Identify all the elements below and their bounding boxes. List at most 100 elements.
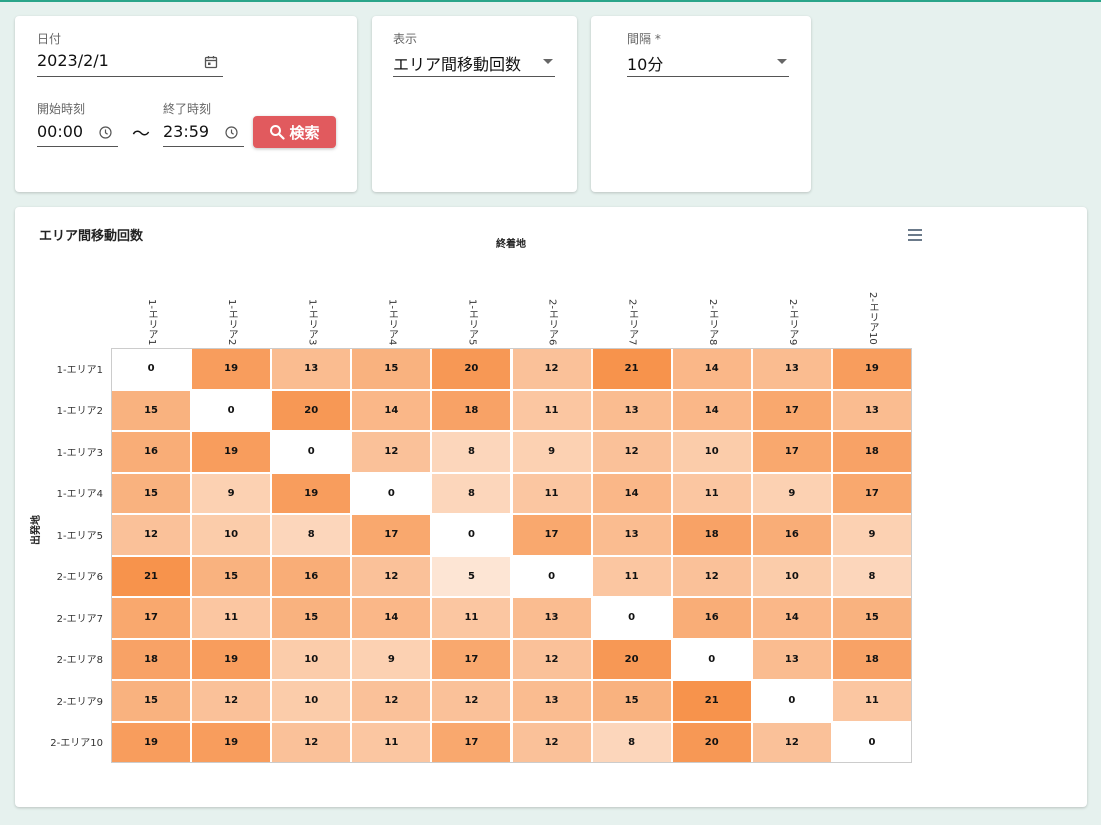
heatmap-cell[interactable]: 11 <box>511 389 592 431</box>
heatmap-cell[interactable]: 13 <box>511 680 592 722</box>
heatmap-cell[interactable]: 11 <box>431 597 512 639</box>
heatmap-cell[interactable]: 10 <box>751 555 832 597</box>
heatmap-cell[interactable]: 0 <box>191 389 272 431</box>
heatmap-cell[interactable]: 9 <box>511 431 592 473</box>
heatmap-cell[interactable]: 10 <box>671 431 752 473</box>
heatmap-cell[interactable]: 13 <box>591 389 672 431</box>
heatmap-cell[interactable]: 11 <box>671 472 752 514</box>
heatmap-cell[interactable]: 14 <box>351 389 432 431</box>
heatmap-cell[interactable]: 0 <box>751 680 832 722</box>
end-time-input[interactable]: 23:59 <box>163 122 210 141</box>
heatmap-cell[interactable]: 0 <box>111 348 192 390</box>
display-select[interactable]: エリア間移動回数 <box>393 55 522 74</box>
heatmap-cell[interactable]: 17 <box>511 514 592 556</box>
heatmap-cell[interactable]: 10 <box>271 638 352 680</box>
start-time-input[interactable]: 00:00 <box>37 122 84 141</box>
heatmap-cell[interactable]: 19 <box>191 431 272 473</box>
heatmap-cell[interactable]: 19 <box>111 721 192 763</box>
heatmap-cell[interactable]: 16 <box>111 431 192 473</box>
heatmap-cell[interactable]: 10 <box>271 680 352 722</box>
heatmap-cell[interactable]: 12 <box>351 555 432 597</box>
heatmap-cell[interactable]: 11 <box>191 597 272 639</box>
search-button[interactable]: 検索 <box>253 116 336 148</box>
heatmap-cell[interactable]: 17 <box>751 389 832 431</box>
heatmap-cell[interactable]: 20 <box>671 721 752 763</box>
heatmap-cell[interactable]: 18 <box>671 514 752 556</box>
heatmap-cell[interactable]: 12 <box>591 431 672 473</box>
heatmap-cell[interactable]: 15 <box>111 389 192 431</box>
heatmap-cell[interactable]: 10 <box>191 514 272 556</box>
heatmap-cell[interactable]: 14 <box>671 348 752 390</box>
heatmap-cell[interactable]: 9 <box>751 472 832 514</box>
heatmap-cell[interactable]: 9 <box>191 472 272 514</box>
heatmap-cell[interactable]: 12 <box>511 721 592 763</box>
heatmap-cell[interactable]: 18 <box>111 638 192 680</box>
heatmap-cell[interactable]: 12 <box>511 348 592 390</box>
heatmap-cell[interactable]: 17 <box>431 638 512 680</box>
heatmap-cell[interactable]: 13 <box>751 638 832 680</box>
heatmap-cell[interactable]: 17 <box>431 721 512 763</box>
heatmap-cell[interactable]: 0 <box>831 721 912 763</box>
heatmap-cell[interactable]: 13 <box>591 514 672 556</box>
heatmap-cell[interactable]: 13 <box>831 389 912 431</box>
date-input[interactable]: 2023/2/1 <box>37 51 109 70</box>
heatmap-cell[interactable]: 19 <box>191 638 272 680</box>
heatmap-cell[interactable]: 19 <box>831 348 912 390</box>
heatmap-cell[interactable]: 12 <box>431 680 512 722</box>
heatmap-cell[interactable]: 15 <box>351 348 432 390</box>
heatmap-cell[interactable]: 8 <box>591 721 672 763</box>
heatmap-cell[interactable]: 8 <box>431 472 512 514</box>
heatmap-cell[interactable]: 11 <box>591 555 672 597</box>
heatmap-cell[interactable]: 15 <box>111 680 192 722</box>
heatmap-cell[interactable]: 17 <box>111 597 192 639</box>
heatmap-cell[interactable]: 12 <box>671 555 752 597</box>
heatmap-cell[interactable]: 0 <box>511 555 592 597</box>
heatmap-cell[interactable]: 14 <box>591 472 672 514</box>
heatmap-cell[interactable]: 19 <box>191 721 272 763</box>
heatmap-cell[interactable]: 13 <box>751 348 832 390</box>
heatmap-cell[interactable]: 0 <box>351 472 432 514</box>
heatmap-cell[interactable]: 8 <box>431 431 512 473</box>
clock-icon[interactable] <box>99 126 112 139</box>
heatmap-cell[interactable]: 20 <box>431 348 512 390</box>
heatmap-cell[interactable]: 11 <box>351 721 432 763</box>
interval-select[interactable]: 10分 <box>627 55 664 74</box>
heatmap-cell[interactable]: 12 <box>511 638 592 680</box>
heatmap-cell[interactable]: 11 <box>831 680 912 722</box>
heatmap-cell[interactable]: 12 <box>351 431 432 473</box>
heatmap-cell[interactable]: 18 <box>831 431 912 473</box>
heatmap-cell[interactable]: 8 <box>271 514 352 556</box>
heatmap-cell[interactable]: 15 <box>191 555 272 597</box>
heatmap-cell[interactable]: 14 <box>751 597 832 639</box>
heatmap-cell[interactable]: 15 <box>111 472 192 514</box>
heatmap-cell[interactable]: 8 <box>831 555 912 597</box>
heatmap-cell[interactable]: 9 <box>831 514 912 556</box>
dropdown-arrow-icon[interactable] <box>543 59 553 64</box>
clock-icon[interactable] <box>225 126 238 139</box>
heatmap-cell[interactable]: 19 <box>191 348 272 390</box>
heatmap-cell[interactable]: 21 <box>111 555 192 597</box>
heatmap-cell[interactable]: 20 <box>271 389 352 431</box>
heatmap-cell[interactable]: 12 <box>351 680 432 722</box>
heatmap-cell[interactable]: 15 <box>591 680 672 722</box>
heatmap-cell[interactable]: 13 <box>511 597 592 639</box>
heatmap-cell[interactable]: 18 <box>431 389 512 431</box>
heatmap-cell[interactable]: 17 <box>831 472 912 514</box>
heatmap-cell[interactable]: 21 <box>671 680 752 722</box>
heatmap-cell[interactable]: 20 <box>591 638 672 680</box>
heatmap-cell[interactable]: 14 <box>671 389 752 431</box>
dropdown-arrow-icon[interactable] <box>777 59 787 64</box>
heatmap-cell[interactable]: 0 <box>431 514 512 556</box>
heatmap-cell[interactable]: 0 <box>591 597 672 639</box>
heatmap-cell[interactable]: 12 <box>111 514 192 556</box>
calendar-icon[interactable] <box>204 55 218 69</box>
heatmap-cell[interactable]: 18 <box>831 638 912 680</box>
heatmap-cell[interactable]: 17 <box>751 431 832 473</box>
heatmap-cell[interactable]: 0 <box>271 431 352 473</box>
chart-menu-icon[interactable] <box>908 229 922 244</box>
heatmap-cell[interactable]: 17 <box>351 514 432 556</box>
heatmap-cell[interactable]: 16 <box>751 514 832 556</box>
heatmap-cell[interactable]: 12 <box>191 680 272 722</box>
heatmap-cell[interactable]: 14 <box>351 597 432 639</box>
heatmap-cell[interactable]: 9 <box>351 638 432 680</box>
